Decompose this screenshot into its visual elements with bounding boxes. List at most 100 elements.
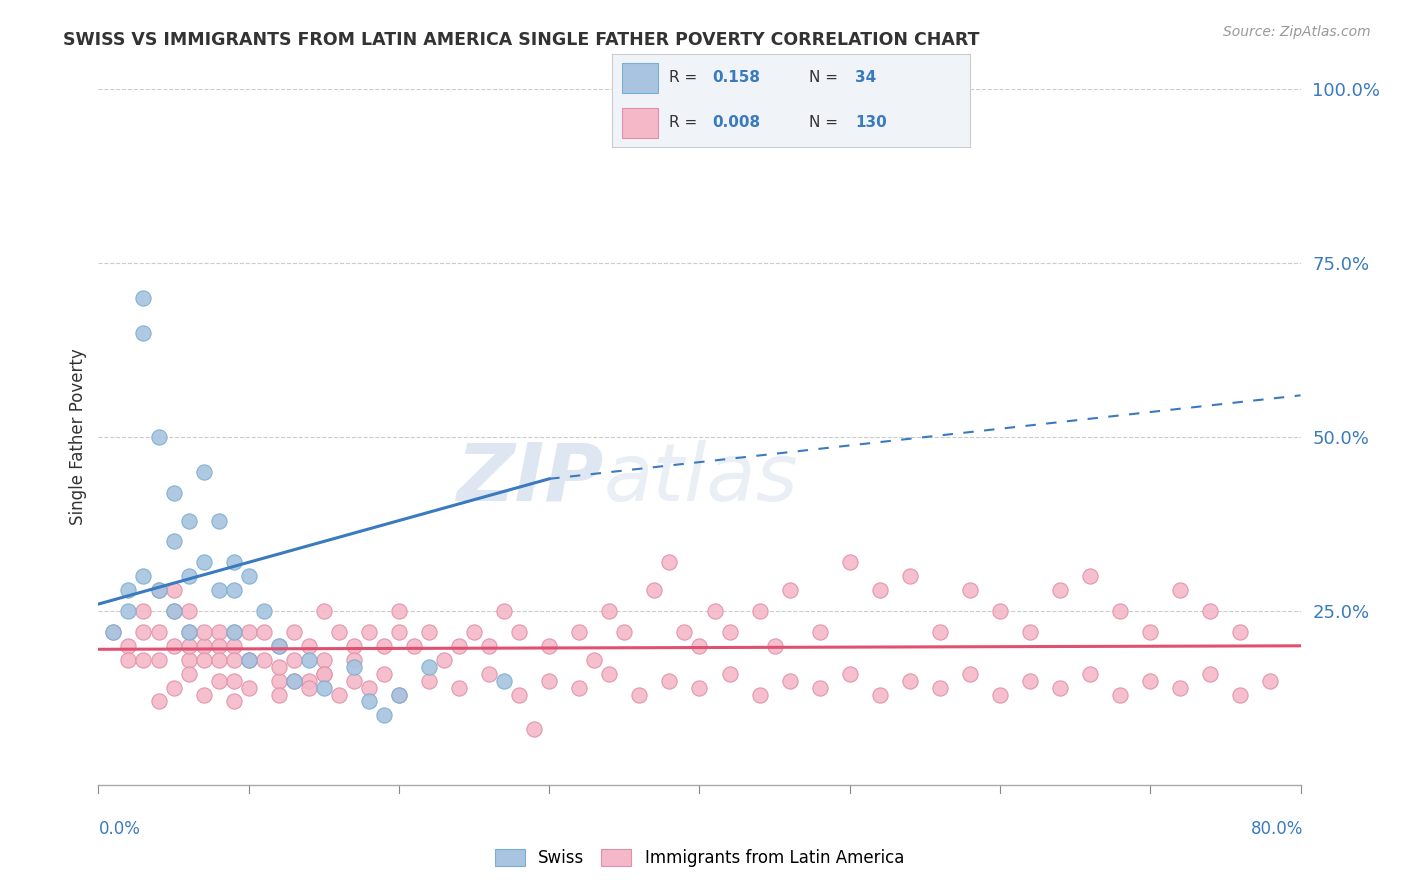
- Point: [568, 624, 591, 639]
- Point: [568, 681, 591, 695]
- Point: [267, 639, 290, 653]
- Point: [538, 673, 561, 688]
- Y-axis label: Single Father Poverty: Single Father Poverty: [69, 349, 87, 525]
- Point: [643, 583, 665, 598]
- Point: [703, 604, 725, 618]
- Point: [388, 688, 411, 702]
- Point: [628, 688, 651, 702]
- Text: R =: R =: [669, 115, 697, 130]
- Legend: Swiss, Immigrants from Latin America: Swiss, Immigrants from Latin America: [488, 843, 911, 874]
- Point: [177, 624, 200, 639]
- Point: [959, 583, 981, 598]
- Point: [177, 569, 200, 583]
- Point: [343, 673, 366, 688]
- Point: [162, 681, 184, 695]
- Text: N =: N =: [808, 70, 838, 86]
- Point: [283, 624, 305, 639]
- Point: [177, 639, 200, 653]
- Point: [689, 681, 711, 695]
- Point: [193, 555, 215, 569]
- Text: ZIP: ZIP: [456, 440, 603, 518]
- Text: R =: R =: [669, 70, 697, 86]
- Point: [1049, 681, 1071, 695]
- Point: [357, 694, 380, 708]
- Point: [162, 604, 184, 618]
- Point: [148, 583, 170, 598]
- Point: [148, 583, 170, 598]
- Point: [1109, 604, 1132, 618]
- Point: [1139, 673, 1161, 688]
- Point: [447, 639, 470, 653]
- Point: [148, 653, 170, 667]
- Text: 130: 130: [855, 115, 887, 130]
- Text: 80.0%: 80.0%: [1251, 820, 1303, 838]
- Point: [132, 291, 155, 305]
- Point: [779, 673, 801, 688]
- Point: [132, 653, 155, 667]
- Point: [1199, 666, 1222, 681]
- Point: [117, 639, 139, 653]
- Point: [193, 639, 215, 653]
- Point: [598, 666, 620, 681]
- Point: [132, 326, 155, 340]
- Point: [177, 624, 200, 639]
- Point: [162, 604, 184, 618]
- Point: [478, 639, 501, 653]
- Point: [148, 694, 170, 708]
- Point: [222, 673, 245, 688]
- Point: [298, 681, 321, 695]
- Point: [808, 681, 831, 695]
- Point: [508, 624, 530, 639]
- Point: [267, 688, 290, 702]
- Point: [689, 639, 711, 653]
- Text: 0.0%: 0.0%: [98, 820, 141, 838]
- Point: [929, 681, 952, 695]
- Point: [177, 514, 200, 528]
- Point: [238, 681, 260, 695]
- Point: [283, 673, 305, 688]
- Point: [898, 673, 921, 688]
- Point: [193, 624, 215, 639]
- Point: [222, 639, 245, 653]
- Point: [238, 624, 260, 639]
- Point: [763, 639, 786, 653]
- Point: [298, 653, 321, 667]
- Point: [869, 583, 891, 598]
- Point: [658, 555, 681, 569]
- Point: [1199, 604, 1222, 618]
- Point: [898, 569, 921, 583]
- Point: [373, 639, 395, 653]
- Point: [162, 485, 184, 500]
- Bar: [623, 63, 658, 93]
- Point: [298, 673, 321, 688]
- Point: [418, 659, 440, 673]
- Point: [117, 653, 139, 667]
- Point: [1078, 666, 1101, 681]
- Point: [208, 583, 231, 598]
- Point: [253, 604, 276, 618]
- Point: [253, 624, 276, 639]
- Point: [463, 624, 485, 639]
- Point: [538, 639, 561, 653]
- Point: [193, 688, 215, 702]
- Point: [177, 666, 200, 681]
- Point: [433, 653, 456, 667]
- Point: [208, 653, 231, 667]
- Point: [343, 653, 366, 667]
- Bar: [623, 108, 658, 138]
- Point: [132, 624, 155, 639]
- Point: [132, 604, 155, 618]
- Point: [103, 624, 125, 639]
- Point: [222, 624, 245, 639]
- Point: [447, 681, 470, 695]
- Point: [959, 666, 981, 681]
- Point: [494, 604, 516, 618]
- Point: [312, 666, 335, 681]
- Point: [1019, 673, 1042, 688]
- Point: [838, 666, 860, 681]
- Point: [267, 639, 290, 653]
- Point: [388, 624, 411, 639]
- Point: [162, 639, 184, 653]
- Point: [388, 688, 411, 702]
- Point: [1229, 624, 1251, 639]
